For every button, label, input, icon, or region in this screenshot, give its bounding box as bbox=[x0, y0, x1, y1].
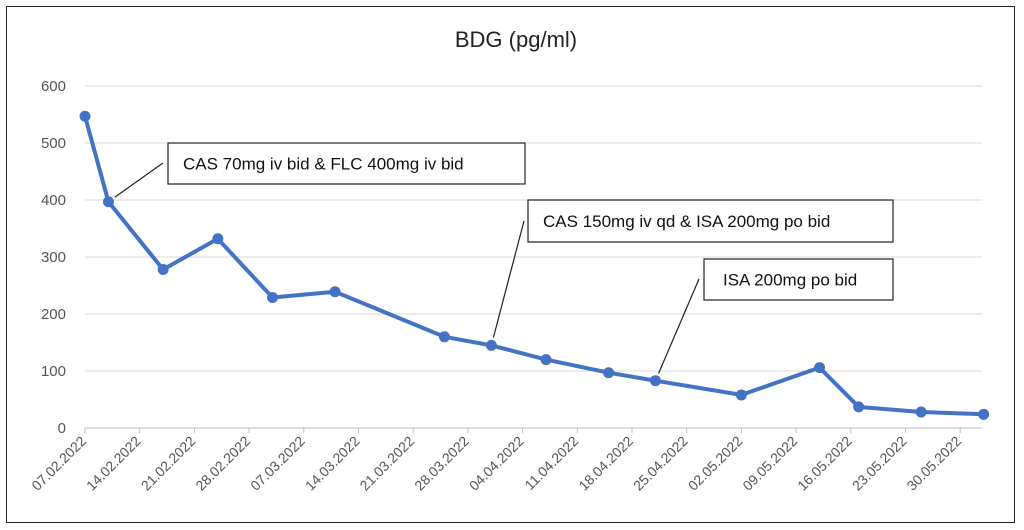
annotations: CAS 70mg iv bid & FLC 400mg iv bid CAS 15… bbox=[114, 142, 894, 374]
annotation-box bbox=[703, 258, 894, 301]
x-tick-label: 25.04.2022 bbox=[630, 433, 691, 494]
data-point bbox=[102, 196, 114, 208]
annotation-box bbox=[167, 142, 526, 185]
data-point bbox=[814, 362, 826, 374]
data-point bbox=[540, 354, 552, 366]
x-tick-label: 11.04.2022 bbox=[521, 433, 581, 493]
x-tick-label: 28.02.2022 bbox=[192, 433, 253, 494]
data-point bbox=[915, 406, 927, 418]
x-tick-label: 14.02.2022 bbox=[83, 433, 144, 494]
data-point bbox=[735, 389, 747, 401]
annotation-leader bbox=[114, 162, 164, 198]
data-point bbox=[267, 291, 279, 303]
x-tick-label: 07.02.2022 bbox=[28, 433, 89, 494]
annotation-leader bbox=[658, 278, 700, 374]
x-tick-label: 04.04.2022 bbox=[466, 433, 527, 494]
x-tick-label: 09.05.2022 bbox=[739, 433, 800, 494]
y-tick-label: 100 bbox=[41, 363, 66, 380]
y-tick-label: 600 bbox=[41, 78, 66, 95]
series-line-group bbox=[79, 110, 990, 420]
x-axis: 07.02.202214.02.202221.02.202228.02.2022… bbox=[28, 428, 964, 494]
x-tick-label: 23.05.2022 bbox=[849, 433, 910, 494]
gridlines bbox=[85, 85, 982, 429]
annotation-leader bbox=[492, 220, 525, 338]
x-tick-label: 28.03.2022 bbox=[411, 433, 472, 494]
x-tick-label: 16.05.2022 bbox=[794, 433, 855, 494]
annotation-label: ISA 200mg po bid bbox=[723, 271, 857, 290]
data-point bbox=[157, 264, 169, 276]
x-tick-label: 18.04.2022 bbox=[575, 433, 636, 494]
y-tick-label: 400 bbox=[41, 192, 66, 209]
x-tick-label: 21.03.2022 bbox=[356, 433, 417, 494]
y-tick-label: 500 bbox=[41, 135, 66, 152]
x-tick-label: 21.02.2022 bbox=[138, 433, 199, 494]
annotation-label: CAS 70mg iv bid & FLC 400mg iv bid bbox=[183, 155, 464, 174]
x-tick-label: 30.05.2022 bbox=[903, 433, 964, 494]
y-tick-label: 300 bbox=[41, 249, 66, 266]
data-point bbox=[649, 375, 661, 387]
series-line bbox=[83, 115, 984, 417]
y-axis-ticks: 0 100 200 300 400 500 600 bbox=[41, 78, 66, 437]
data-point bbox=[978, 408, 990, 420]
chart-title: BDG (pg/ml) bbox=[455, 27, 577, 52]
data-point bbox=[79, 110, 91, 122]
annotation-label: CAS 150mg iv qd & ISA 200mg po bid bbox=[543, 212, 830, 231]
x-tick-label: 14.03.2022 bbox=[302, 433, 363, 494]
y-tick-label: 0 bbox=[58, 420, 66, 437]
data-point bbox=[853, 401, 865, 413]
annotation-box bbox=[527, 199, 894, 243]
x-tick-label: 07.03.2022 bbox=[247, 433, 308, 494]
x-tick-label: 02.05.2022 bbox=[685, 433, 746, 494]
data-point bbox=[329, 286, 341, 298]
data-point bbox=[212, 233, 224, 245]
y-tick-label: 200 bbox=[41, 306, 66, 323]
data-point bbox=[438, 331, 450, 343]
data-point bbox=[603, 367, 615, 379]
data-point bbox=[485, 339, 497, 351]
